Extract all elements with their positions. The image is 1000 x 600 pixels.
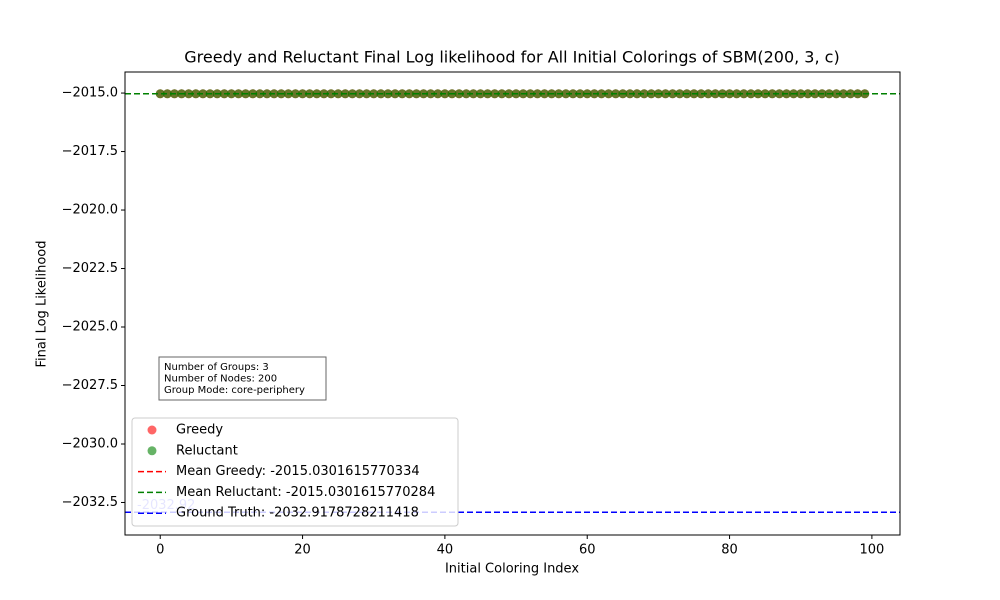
x-tick-label: 0 bbox=[156, 543, 164, 558]
point bbox=[596, 89, 606, 99]
y-tick-label: −2030.0 bbox=[62, 436, 118, 451]
point bbox=[333, 89, 343, 99]
point bbox=[426, 89, 436, 99]
point bbox=[397, 89, 407, 99]
y-tick-label: −2020.0 bbox=[62, 203, 118, 218]
y-tick-label: −2015.0 bbox=[62, 86, 118, 101]
y-tick-label: −2025.0 bbox=[62, 320, 118, 335]
point bbox=[433, 89, 443, 99]
info-text: Group Mode: core-periphery bbox=[164, 385, 305, 396]
point bbox=[604, 89, 614, 99]
x-tick-label: 60 bbox=[579, 543, 596, 558]
point bbox=[298, 89, 308, 99]
legend-box bbox=[131, 417, 459, 527]
y-tick-label: −2027.5 bbox=[62, 378, 118, 393]
point bbox=[262, 89, 272, 99]
point bbox=[774, 89, 784, 99]
x-tick-label: 80 bbox=[721, 543, 738, 558]
legend-label: Mean Greedy: -2015.0301615770334 bbox=[176, 464, 420, 479]
x-tick-label: 20 bbox=[294, 543, 311, 558]
point bbox=[561, 89, 571, 99]
info-text: Number of Nodes: 200 bbox=[164, 374, 277, 385]
point bbox=[497, 89, 507, 99]
legend-label: Mean Reluctant: -2015.0301615770284 bbox=[176, 485, 435, 500]
point bbox=[668, 89, 678, 99]
info-box bbox=[158, 356, 327, 401]
point bbox=[226, 89, 236, 99]
legend-label: Ground Truth: -2032.9178728211418 bbox=[176, 506, 419, 521]
point bbox=[703, 89, 713, 99]
legend-label: Greedy bbox=[176, 423, 223, 438]
point bbox=[767, 89, 777, 99]
point bbox=[191, 89, 201, 99]
point bbox=[803, 89, 813, 99]
point bbox=[461, 89, 471, 99]
legend-marker bbox=[147, 425, 157, 435]
info-text: Number of Groups: 3 bbox=[164, 362, 269, 373]
point bbox=[255, 89, 265, 99]
plot-frame bbox=[124, 71, 901, 536]
point bbox=[155, 89, 165, 99]
y-tick-label: −2032.5 bbox=[62, 495, 118, 510]
point bbox=[290, 89, 300, 99]
point bbox=[162, 89, 172, 99]
point bbox=[739, 89, 749, 99]
y-tick-label: −2017.5 bbox=[62, 144, 118, 159]
legend-marker bbox=[147, 446, 157, 456]
y-tick-label: −2022.5 bbox=[62, 261, 118, 276]
y-axis-label: Final Log Likelihood bbox=[35, 241, 50, 368]
legend-label: Reluctant bbox=[176, 443, 238, 458]
point bbox=[632, 89, 642, 99]
x-axis-label: Initial Coloring Index bbox=[445, 562, 579, 577]
point bbox=[362, 89, 372, 99]
point bbox=[568, 89, 578, 99]
point bbox=[468, 89, 478, 99]
point bbox=[639, 89, 649, 99]
point bbox=[532, 89, 542, 99]
x-tick-label: 100 bbox=[859, 543, 884, 558]
chart-title: Greedy and Reluctant Final Log likelihoo… bbox=[184, 48, 839, 67]
point bbox=[732, 89, 742, 99]
x-tick-label: 40 bbox=[437, 543, 454, 558]
point bbox=[326, 89, 336, 99]
point bbox=[838, 89, 848, 99]
